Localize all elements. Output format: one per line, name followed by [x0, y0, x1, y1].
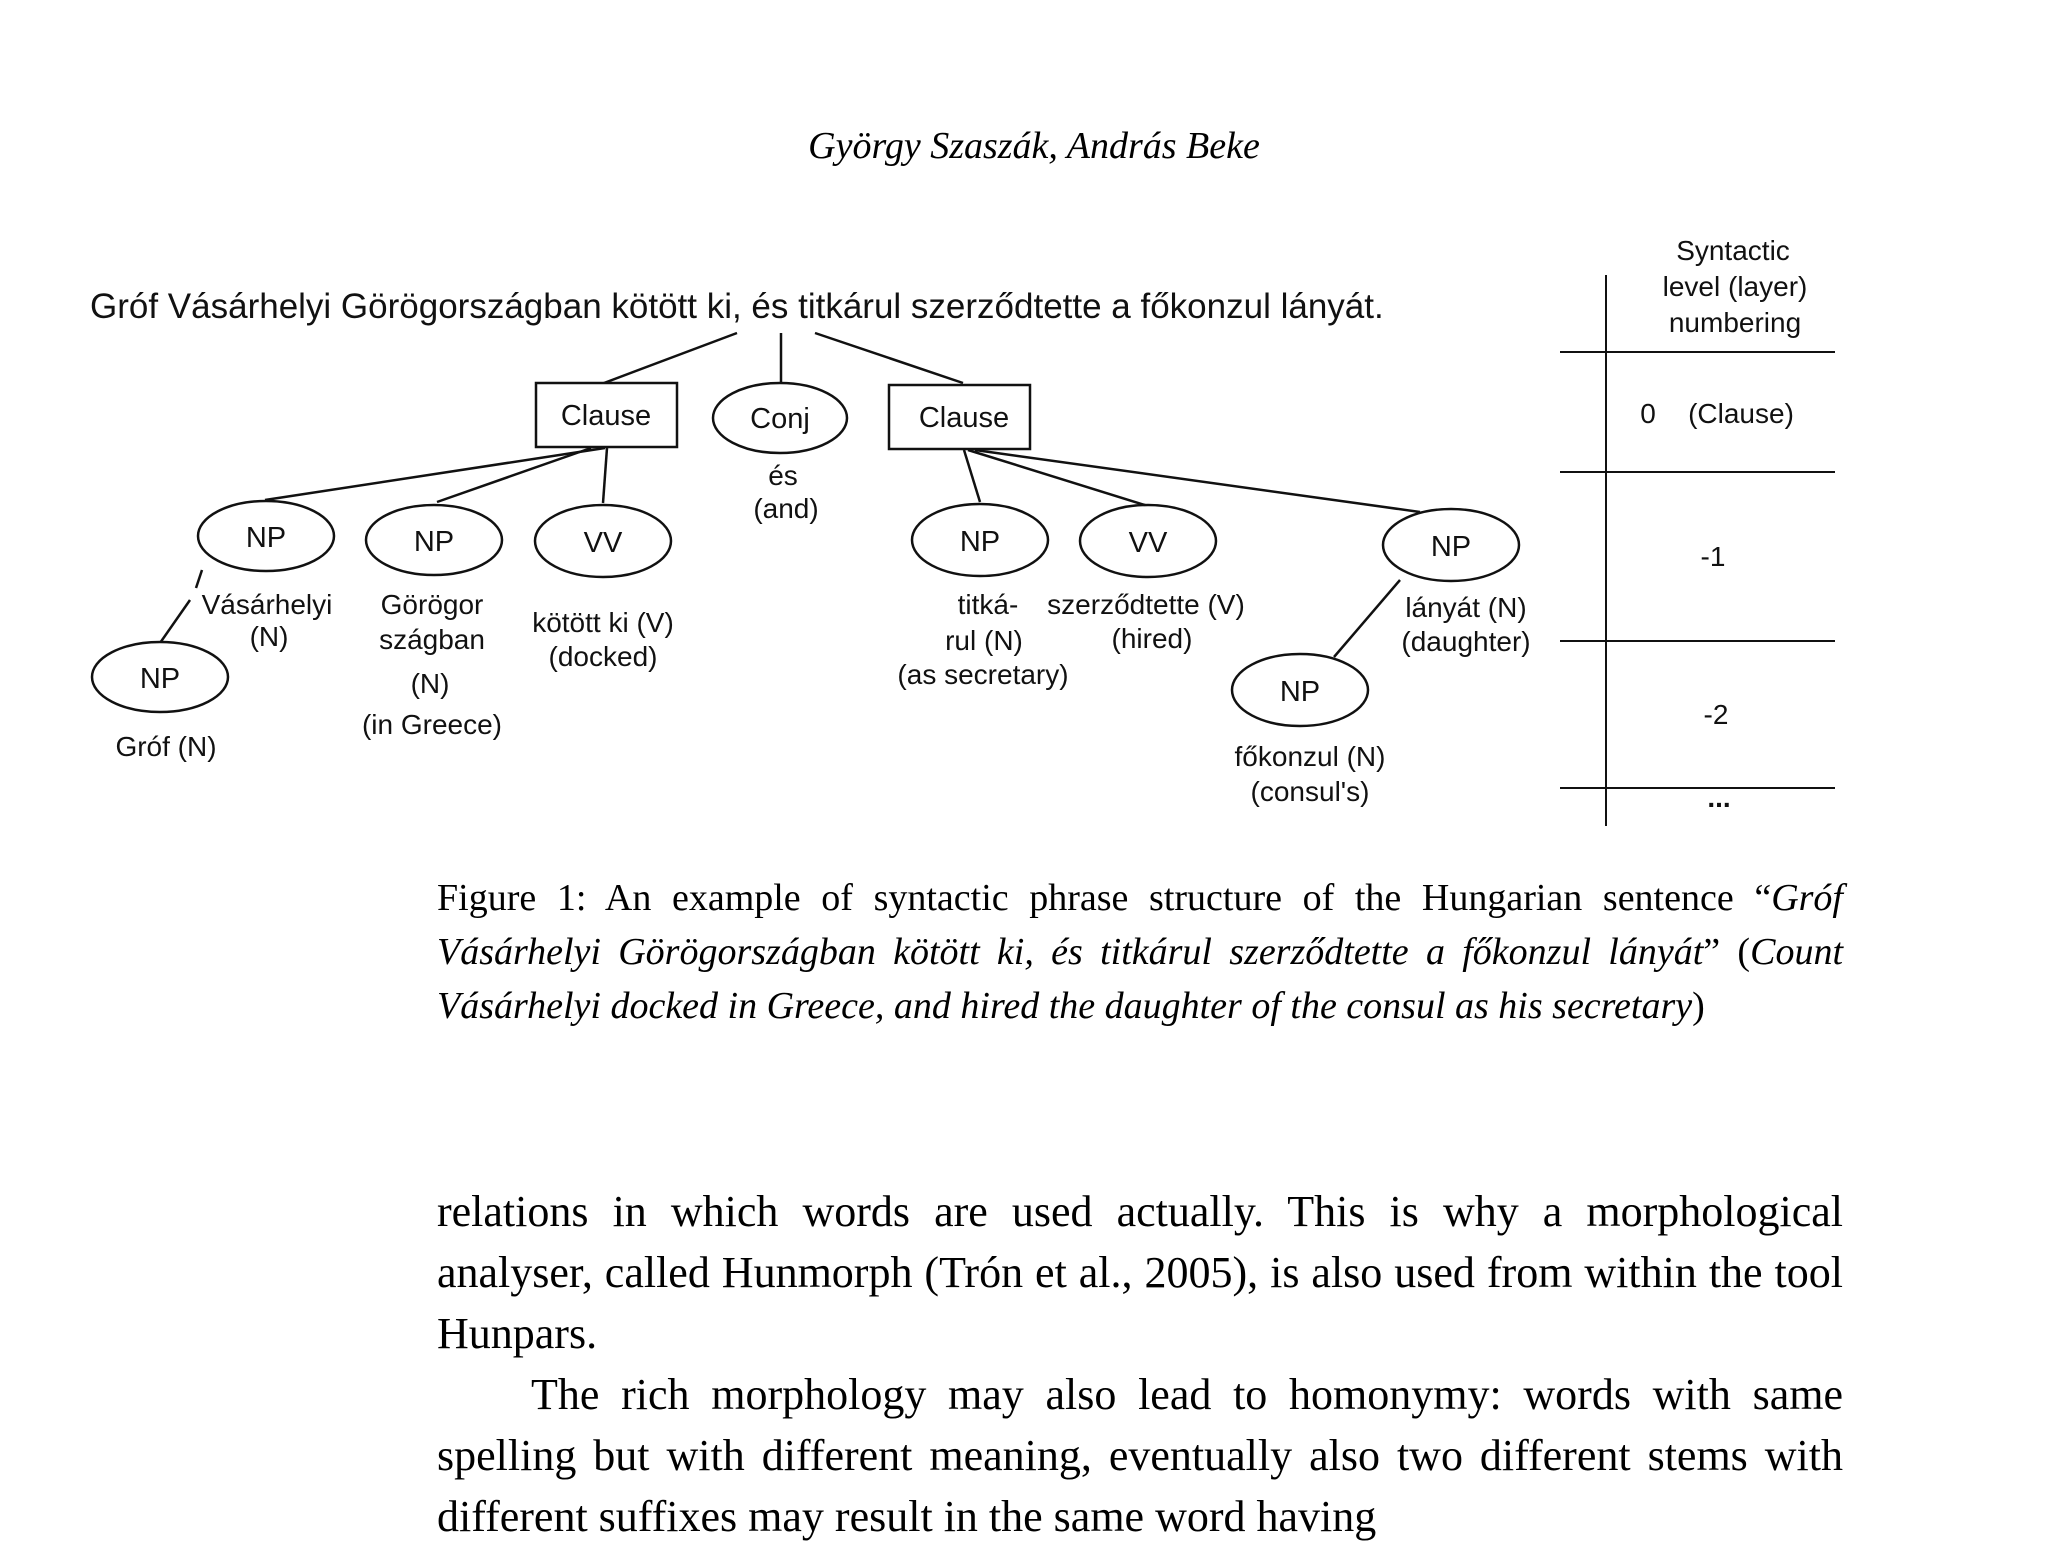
- level-table-header-3: numbering: [1669, 307, 1801, 338]
- conj-node: [711, 381, 849, 455]
- vv-node-kotott-label: VV: [584, 527, 623, 559]
- word-titka-2: rul (N): [945, 625, 1023, 656]
- word-grof: Gróf (N): [115, 731, 216, 762]
- caption-translation: Count Vásárhelyi docked in Greece, and h…: [437, 931, 1843, 1027]
- word-titka-gloss: (as secretary): [897, 659, 1068, 690]
- word-lanyat-gloss: (daughter): [1401, 626, 1530, 657]
- sentence-text: Gróf Vásárhelyi Görögországban kötött ki…: [90, 287, 1384, 326]
- conj-node-label: Conj: [750, 403, 810, 435]
- word-gorog-2: szágban: [379, 624, 485, 655]
- caption-middle: ” (: [1703, 931, 1751, 973]
- level-2-number: -2: [1704, 699, 1729, 730]
- vv-node-szerzodtette-label: VV: [1129, 527, 1168, 559]
- vv-node-szerzodtette: [1078, 503, 1218, 579]
- np-node-lanyat-label: NP: [1431, 531, 1471, 563]
- clause-node-2: [887, 383, 1032, 451]
- word-kotott: kötött ki (V): [532, 607, 674, 638]
- level-more: ...: [1707, 782, 1730, 813]
- clause-node-1: [534, 381, 679, 449]
- np-node-vasarhelyi-label: NP: [246, 522, 286, 554]
- conj-word: és: [768, 460, 798, 491]
- word-vasarhelyi: Vásárhelyi: [202, 589, 333, 620]
- word-gorog-gloss: (in Greece): [362, 709, 502, 740]
- level-table-lines: [1560, 275, 1835, 826]
- vv-node-kotott: [533, 503, 673, 579]
- word-gorog-1: Görögor: [381, 589, 484, 620]
- np-node-vasarhelyi: [196, 499, 336, 573]
- np-node-gorogorszagban: [364, 503, 504, 577]
- figure-caption: Figure 1: An example of syntactic phrase…: [437, 871, 1843, 1033]
- word-gorog-pos: (N): [411, 668, 450, 699]
- level-1-number: -1: [1701, 541, 1726, 572]
- syntax-tree-figure: Gróf Vásárhelyi Görögországban kötött ki…: [90, 235, 1835, 826]
- np-node-titkarul-label: NP: [960, 526, 1000, 558]
- level-table-header-2: level (layer): [1663, 271, 1808, 302]
- body-text: relations in which words are used actual…: [437, 1181, 1843, 1547]
- conj-gloss: (and): [753, 493, 818, 524]
- np-node-titkarul: [910, 502, 1050, 578]
- np-node-fokonzul: [1230, 652, 1370, 728]
- level-0-number: 0: [1640, 398, 1656, 429]
- clause-node-1-label: Clause: [561, 400, 651, 432]
- word-titka-1: titká-: [958, 589, 1019, 620]
- word-kotott-gloss: (docked): [549, 641, 658, 672]
- caption-suffix: ): [1692, 985, 1705, 1027]
- np-node-gorogorszagban-label: NP: [414, 526, 454, 558]
- np-node-fokonzul-label: NP: [1280, 676, 1320, 708]
- word-fokonzul: főkonzul (N): [1235, 741, 1386, 772]
- body-paragraph-1: relations in which words are used actual…: [437, 1187, 1843, 1358]
- word-vasarhelyi-pos: (N): [250, 621, 289, 652]
- word-szerzodtette: szerződtette (V): [1047, 589, 1245, 620]
- caption-prefix: Figure 1: An example of syntactic phrase…: [437, 877, 1772, 919]
- caption-sentence: Gróf Vásárhelyi Görögországban kötött ki…: [437, 877, 1843, 973]
- word-fokonzul-gloss: (consul's): [1251, 776, 1370, 807]
- np-node-grof-label: NP: [140, 663, 180, 695]
- word-lanyat: lányát (N): [1405, 592, 1526, 623]
- running-header: György Szaszák, András Beke: [808, 125, 1260, 167]
- level-0-note: (Clause): [1688, 398, 1794, 429]
- np-node-grof: [90, 640, 230, 714]
- tree-edges: [158, 331, 1421, 658]
- level-table-header-1: Syntactic: [1676, 235, 1790, 266]
- body-paragraph-2: The rich morphology may also lead to hom…: [437, 1370, 1843, 1541]
- clause-node-2-label: Clause: [919, 402, 1009, 434]
- word-szerzodtette-gloss: (hired): [1112, 623, 1193, 654]
- np-node-lanyat: [1381, 507, 1521, 583]
